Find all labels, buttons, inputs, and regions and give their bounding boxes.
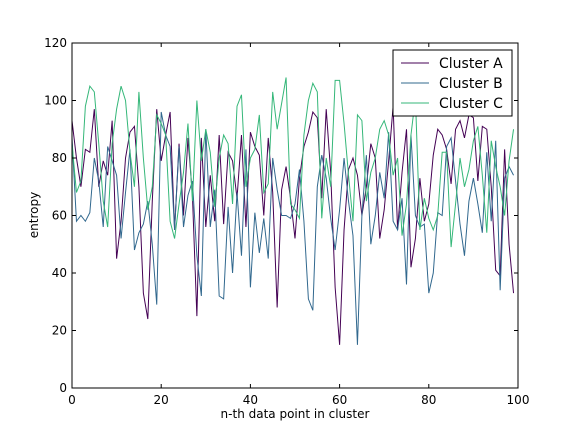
x-tick-label: 0 [68,393,76,407]
series-layer [71,77,515,345]
y-tick-label: 20 [52,324,67,338]
y-tick-label: 60 [52,209,67,223]
y-tick-label: 120 [44,36,67,50]
x-axis-label: n-th data point in cluster [221,407,370,421]
x-tick-label: 60 [332,393,347,407]
tick-layer: 0 20 40 60 80 100 0 20 40 60 80 100 120 [44,36,529,407]
y-tick-label: 80 [52,151,67,165]
y-tick-label: 40 [52,266,67,280]
legend-label-1: Cluster A [439,56,503,72]
y-axis-label: entropy [27,192,41,238]
legend-label-2: Cluster B [439,76,503,92]
legend-label-3: Cluster C [439,96,503,112]
x-tick-label: 40 [243,393,258,407]
x-tick-label: 20 [154,393,169,407]
x-tick-label: 100 [507,393,530,407]
y-tick-label: 0 [59,381,67,395]
series-line-2 [71,111,514,345]
series-line-1 [71,106,515,345]
series-line-3 [71,77,515,248]
x-tick-label: 80 [421,393,436,407]
legend: Cluster A Cluster B Cluster C [392,49,513,117]
y-tick-label: 100 [44,94,67,108]
